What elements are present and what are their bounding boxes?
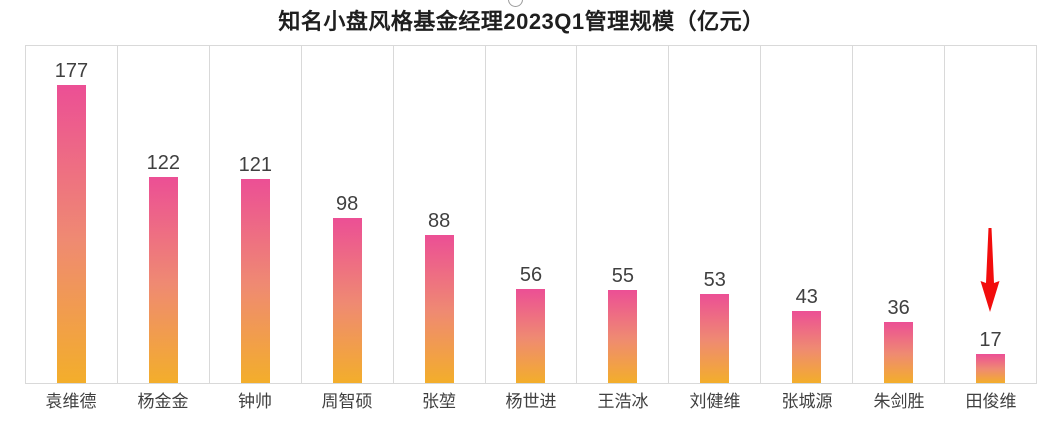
- plot-area: 177 122 121 98 88 56 55 53 43 36 17: [25, 45, 1037, 384]
- x-axis-label: 杨世进: [505, 392, 557, 411]
- bar-slot: 36: [853, 46, 946, 383]
- chart-title: 知名小盘风格基金经理2023Q1管理规模（亿元）: [278, 9, 765, 34]
- bar: [700, 293, 730, 383]
- bar-slot: 98: [302, 46, 394, 383]
- bar-slot: 56: [486, 46, 578, 383]
- bar: [148, 177, 178, 383]
- bar-slot: 88: [394, 46, 486, 383]
- x-axis-label: 杨金金: [137, 392, 189, 411]
- bar-value-label: 53: [703, 268, 726, 291]
- bar-value-label: 55: [611, 265, 635, 288]
- bar: [424, 234, 454, 383]
- bar-value-label: 43: [795, 285, 818, 308]
- bar-slot: 55: [577, 46, 670, 383]
- bar-slot: 122: [118, 46, 210, 383]
- bar-value-label: 36: [887, 297, 910, 320]
- bar: [608, 290, 638, 383]
- x-axis: 袁维德 杨金金 钟帅 周智硕 张堃 杨世进 王浩冰 刘健维 张城源 朱剑胜 田俊维: [25, 391, 1037, 413]
- bar-value-label: 17: [979, 329, 1002, 352]
- x-axis-label: 张城源: [781, 392, 833, 411]
- x-axis-label: 周智硕: [321, 392, 373, 411]
- x-axis-label: 袁维德: [45, 392, 97, 411]
- x-axis-label: 田俊维: [965, 392, 1017, 411]
- x-axis-label: 刘健维: [689, 392, 741, 411]
- bar: [56, 84, 86, 383]
- bar-slot: 43: [761, 46, 854, 383]
- bar-value-label: 88: [427, 209, 451, 232]
- bar: [332, 217, 362, 383]
- bar-slot: 53: [669, 46, 762, 383]
- x-axis-label: 王浩冰: [597, 392, 649, 411]
- x-axis-label: 钟帅: [238, 392, 272, 411]
- x-axis-label: 张堃: [422, 392, 456, 411]
- bar-value-label: 98: [336, 192, 359, 215]
- bar-value-label: 56: [519, 263, 543, 286]
- bar: [240, 179, 270, 383]
- bar-slot: 17: [945, 46, 1036, 383]
- bar: [884, 322, 914, 383]
- bar-value-label: 177: [54, 59, 89, 82]
- bar: [976, 354, 1006, 383]
- bar-value-label: 121: [238, 154, 272, 177]
- bar-value-label: 122: [146, 152, 181, 175]
- bar-slot: 177: [26, 46, 118, 383]
- bar: [792, 310, 822, 383]
- bar: [516, 288, 546, 383]
- x-axis-label: 朱剑胜: [873, 392, 925, 411]
- bar-slot: 121: [210, 46, 302, 383]
